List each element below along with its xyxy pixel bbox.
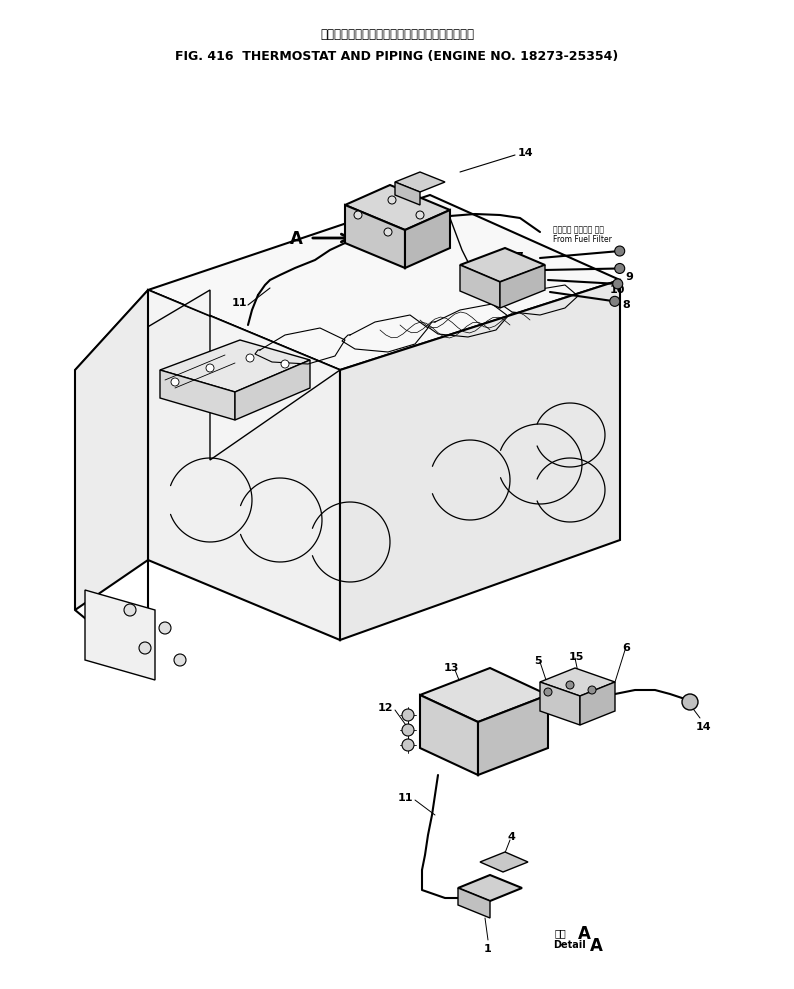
Text: 詳細: 詳細 (555, 928, 567, 938)
Polygon shape (405, 210, 450, 268)
Text: 12: 12 (378, 703, 394, 713)
Circle shape (402, 709, 414, 721)
Text: 11: 11 (232, 298, 248, 308)
Circle shape (615, 263, 625, 274)
Polygon shape (148, 290, 340, 640)
Text: 14: 14 (696, 722, 711, 732)
Text: 6: 6 (622, 643, 630, 653)
Text: 4: 4 (508, 832, 516, 842)
Polygon shape (420, 695, 478, 775)
Circle shape (139, 642, 151, 654)
Text: A: A (578, 925, 591, 943)
Circle shape (246, 354, 254, 362)
Text: 5: 5 (534, 656, 542, 666)
Circle shape (354, 211, 362, 219)
Circle shape (610, 297, 620, 307)
Circle shape (171, 378, 179, 386)
Circle shape (402, 739, 414, 751)
Polygon shape (345, 205, 405, 268)
Polygon shape (345, 185, 450, 230)
Polygon shape (478, 695, 548, 775)
Circle shape (416, 211, 424, 219)
Text: A: A (290, 230, 303, 248)
Polygon shape (85, 590, 155, 680)
Polygon shape (395, 172, 445, 192)
Polygon shape (458, 875, 522, 901)
Circle shape (206, 364, 214, 372)
Text: フェエル フィルタ より: フェエル フィルタ より (553, 225, 604, 234)
Polygon shape (75, 290, 148, 610)
Text: 11: 11 (398, 793, 414, 803)
Circle shape (281, 360, 289, 368)
Polygon shape (235, 360, 310, 420)
Circle shape (388, 196, 396, 204)
Circle shape (613, 279, 622, 289)
Text: From Fuel Filter: From Fuel Filter (553, 235, 612, 244)
Polygon shape (500, 265, 545, 308)
Text: サーモスタット　および　パイピング　適用号機: サーモスタット および パイピング 適用号機 (320, 28, 474, 41)
Polygon shape (460, 248, 545, 282)
Text: 9: 9 (625, 272, 633, 282)
Polygon shape (395, 182, 420, 205)
Circle shape (588, 686, 596, 694)
Text: FIG. 416  THERMOSTAT AND PIPING (ENGINE NO. 18273-25354): FIG. 416 THERMOSTAT AND PIPING (ENGINE N… (175, 50, 619, 63)
Text: 1: 1 (484, 944, 491, 954)
Text: 10: 10 (610, 285, 626, 295)
Circle shape (682, 694, 698, 710)
Circle shape (159, 622, 171, 634)
Circle shape (124, 604, 136, 616)
Text: 8: 8 (622, 300, 630, 310)
Circle shape (615, 246, 625, 256)
Polygon shape (148, 195, 620, 370)
Polygon shape (340, 280, 620, 640)
Text: 7: 7 (515, 252, 522, 262)
Circle shape (544, 688, 552, 696)
Text: Detail: Detail (553, 940, 586, 950)
Text: 14: 14 (518, 148, 534, 158)
Polygon shape (460, 265, 500, 308)
Circle shape (174, 654, 186, 666)
Polygon shape (540, 668, 615, 696)
Text: 13: 13 (444, 663, 460, 673)
Text: 15: 15 (569, 652, 584, 662)
Polygon shape (580, 682, 615, 725)
Polygon shape (75, 290, 340, 460)
Polygon shape (420, 668, 548, 722)
Circle shape (566, 681, 574, 689)
Polygon shape (480, 852, 528, 872)
Circle shape (384, 228, 392, 236)
Polygon shape (160, 340, 310, 392)
Text: A: A (590, 937, 603, 955)
Polygon shape (160, 370, 235, 420)
Circle shape (402, 724, 414, 736)
Polygon shape (458, 888, 490, 918)
Polygon shape (540, 682, 580, 725)
